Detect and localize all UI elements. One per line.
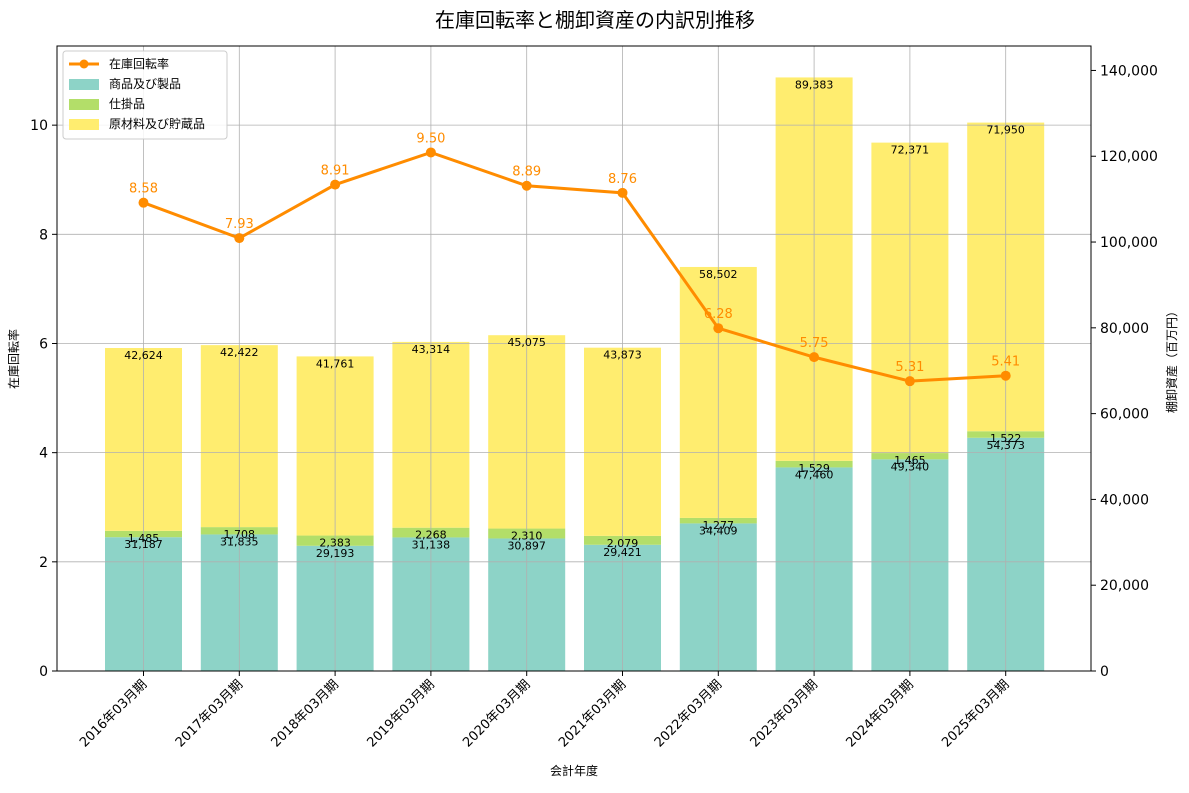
- legend-label: 商品及び製品: [109, 76, 181, 91]
- x-tick-label: 2020年03月期: [460, 677, 533, 750]
- x-tick-label: 2025年03月期: [939, 677, 1012, 750]
- turnover-data-label: 5.31: [895, 360, 924, 375]
- bar-data-label: 89,383: [795, 78, 834, 91]
- turnover-line-layer: 8.58 7.93 8.91 9.50 8.89 8.76 6.28 5.75 5.31 5.41: [129, 131, 1020, 387]
- y-right-tick-label: 100,000: [1100, 235, 1158, 251]
- legend-marker: [79, 59, 89, 69]
- bar-data-label: 45,075: [507, 336, 546, 349]
- plot-frame: [56, 45, 1092, 672]
- turnover-data-label: 8.89: [512, 165, 541, 180]
- bar-data-label: 42,422: [220, 346, 259, 359]
- y-axis-left-label: 在庫回転率: [6, 329, 21, 389]
- bar-data-label: 71,950: [986, 124, 1025, 137]
- bar-data-label: 31,187: [124, 538, 163, 551]
- y-right-tick-label: 140,000: [1100, 63, 1158, 79]
- bar-data-label: 43,314: [412, 343, 451, 356]
- turnover-data-label: 5.41: [991, 355, 1020, 370]
- turnover-data-label: 8.76: [608, 172, 637, 187]
- y-left-tick-label: 4: [39, 446, 48, 462]
- turnover-point: [904, 376, 915, 387]
- legend-bar-swatch: [69, 79, 99, 90]
- x-tick-label: 2024年03月期: [843, 677, 916, 750]
- bar-data-label: 54,373: [986, 439, 1025, 452]
- legend-box: [62, 50, 228, 140]
- chart-title: 在庫回転率と棚卸資産の内訳別推移: [435, 8, 755, 32]
- bar-data-label: 1,522: [990, 432, 1022, 445]
- bar-data-label: 43,873: [603, 349, 642, 362]
- x-tick-label: 2019年03月期: [364, 677, 437, 750]
- y-right-tick-label: 80,000: [1100, 321, 1149, 337]
- x-tick-label: 2016年03月期: [77, 677, 150, 750]
- bar-data-label: 30,897: [507, 539, 546, 552]
- y-left-tick-label: 0: [39, 664, 48, 680]
- legend-bar-swatch: [69, 119, 99, 130]
- x-tick-label: 2017年03月期: [173, 677, 246, 750]
- x-axis-label: 会計年度: [550, 763, 598, 778]
- x-tick-label: 2022年03月期: [652, 677, 725, 750]
- bar-data-label: 1,529: [798, 462, 830, 475]
- bar-data-label: 41,761: [316, 357, 355, 370]
- y-right-tick-label: 120,000: [1100, 149, 1158, 165]
- bar-data-label: 1,465: [894, 454, 926, 467]
- turnover-data-label: 6.28: [704, 307, 733, 322]
- x-tick-label: 2021年03月期: [556, 677, 629, 750]
- turnover-data-label: 8.91: [321, 164, 350, 179]
- turnover-point: [330, 179, 341, 190]
- bar-data-label: 2,383: [319, 537, 351, 550]
- turnover-point: [138, 197, 149, 208]
- turnover-point: [234, 233, 245, 244]
- x-tick-label: 2018年03月期: [269, 677, 342, 750]
- legend-label: 原材料及び貯蔵品: [109, 117, 205, 131]
- bar-data-label: 42,624: [124, 349, 163, 362]
- legend-bar-swatch: [69, 99, 99, 110]
- y-left-tick-label: 10: [30, 118, 48, 134]
- turnover-data-label: 7.93: [225, 217, 254, 232]
- bar-data-label: 2,079: [607, 537, 639, 550]
- bar-data-label: 1,485: [128, 532, 160, 545]
- turnover-data-label: 5.75: [800, 336, 829, 351]
- y-left-tick-label: 2: [39, 555, 48, 571]
- y-right-tick-label: 60,000: [1100, 407, 1149, 423]
- y-left-tick-label: 6: [39, 336, 48, 352]
- turnover-point: [425, 147, 436, 158]
- y-right-tick-label: 20,000: [1100, 578, 1149, 594]
- bar-data-label: 1,277: [703, 519, 735, 532]
- turnover-point: [713, 323, 724, 334]
- y-right-tick-label: 40,000: [1100, 492, 1149, 508]
- turnover-point: [521, 180, 532, 191]
- bar-data-label: 29,421: [603, 546, 642, 559]
- bar-data-label: 72,371: [891, 144, 930, 157]
- turnover-point: [617, 187, 628, 198]
- bar-data-label: 2,268: [415, 529, 447, 542]
- bar-data-label: 49,340: [891, 460, 930, 473]
- turnover-data-label: 9.50: [416, 131, 445, 146]
- bar-data-label: 47,460: [795, 468, 834, 481]
- turnover-data-label: 8.58: [129, 182, 158, 197]
- y-right-tick-label: 0: [1100, 664, 1109, 680]
- bar-data-label: 34,409: [699, 524, 738, 537]
- bar-data-label: 58,502: [699, 268, 738, 281]
- y-left-tick-label: 8: [39, 227, 48, 243]
- bar-data-label: 1,708: [224, 528, 256, 541]
- legend-label: 在庫回転率: [109, 56, 169, 71]
- turnover-point: [1000, 370, 1011, 381]
- y-axis-right-label: 棚卸資産（百万円）: [1164, 305, 1179, 413]
- bar-data-label: 2,310: [511, 530, 543, 543]
- turnover-line: [142, 150, 1006, 383]
- bar-data-label: 29,193: [316, 547, 355, 560]
- legend-label: 仕掛品: [109, 96, 145, 111]
- turnover-point: [809, 352, 820, 363]
- bar-data-label: 31,138: [412, 538, 451, 551]
- bar-data-label: 31,835: [220, 535, 259, 548]
- x-tick-label: 2023年03月期: [748, 677, 821, 750]
